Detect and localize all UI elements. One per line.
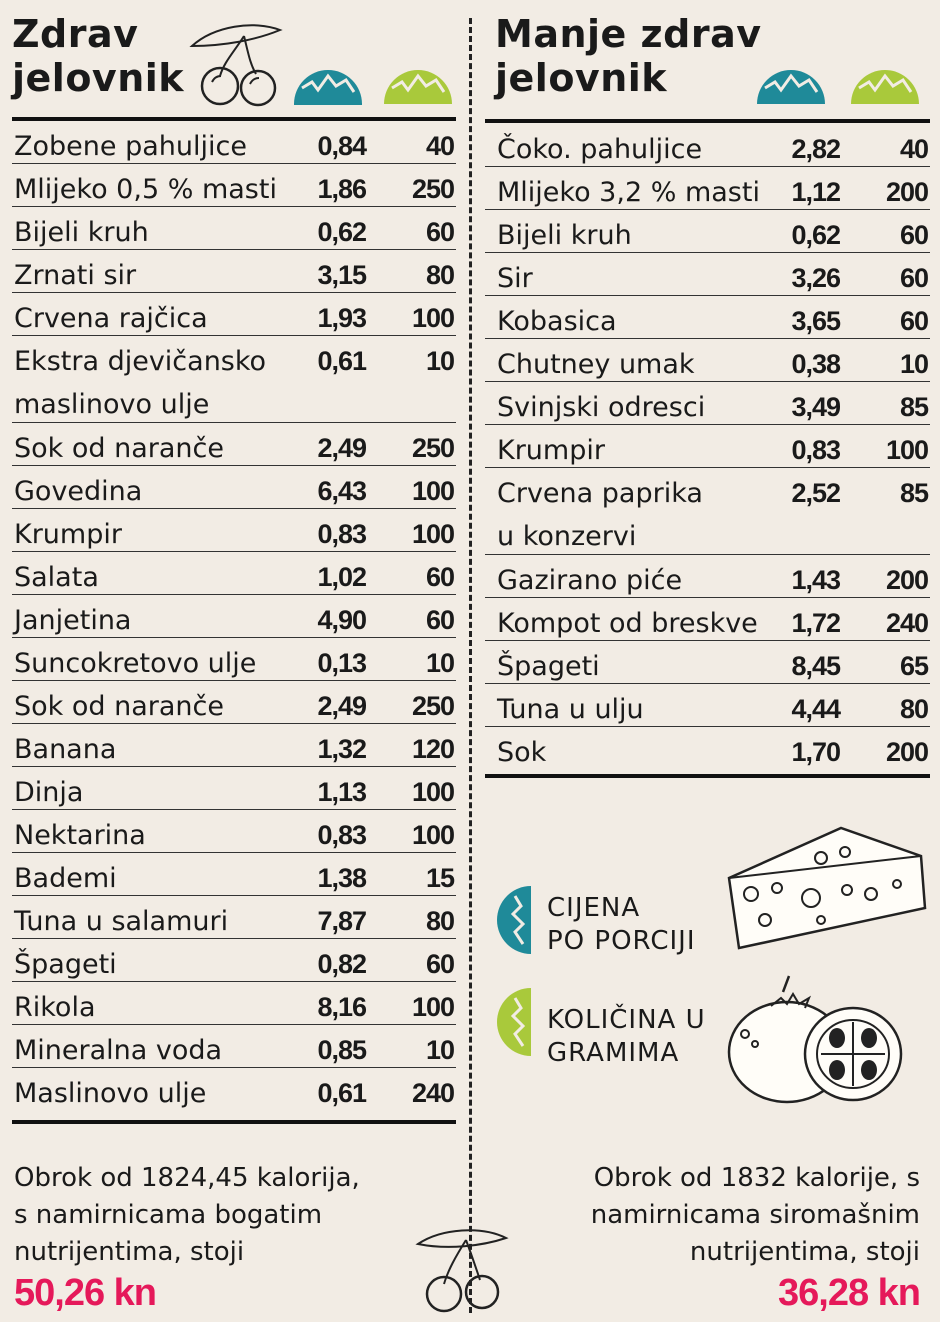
table-row: Mlijeko 0,5 % masti 1,86 250 [12,164,456,207]
table-row: Zrnati sir 3,15 80 [12,250,456,293]
column-divider [469,18,472,1313]
table-row: Tuna u ulju 4,44 80 [485,684,930,727]
table-row: Kompot od breskve 1,72 240 [485,598,930,641]
table-row: Crvena paprika u konzervi 2,52 85 [485,468,930,555]
weight-icon [851,70,919,104]
price-icon [294,70,362,105]
table-row: Sok od naranče 2,49 250 [12,681,456,724]
table-row: Mlijeko 3,2 % masti 1,12 200 [485,167,930,210]
table-bottom-rule [485,774,930,778]
table-row: Chutney umak 0,38 10 [485,339,930,382]
table-row: Gazirano piće 1,43 200 [485,555,930,598]
tomato-icon [727,975,903,1104]
table-row: Krumpir 0,83 100 [12,509,456,552]
price-icon [757,70,825,104]
table-row: Krumpir 0,83 100 [485,425,930,468]
cheese-icon [727,826,927,950]
table-row: Svinjski odresci 3,49 85 [485,382,930,425]
table-row: Rikola 8,16 100 [12,982,456,1025]
table-row: Crvena rajčica 1,93 100 [12,293,456,336]
quantity-legend-icon [497,988,531,1056]
table-row: Špageti 0,82 60 [12,939,456,982]
table-row: Salata 1,02 60 [12,552,456,595]
table-row: Čoko. pahuljice 2,82 40 [485,124,930,167]
table-row: Kobasica 3,65 60 [485,296,930,339]
healthy-summary: Obrok od 1824,45 kalorija, s namirnicama… [14,1163,360,1314]
quantity-legend: KOLIČINA U GRAMIMA [547,1005,706,1068]
table-row: Bademi 1,38 15 [12,853,456,896]
table-row: Sir 3,26 60 [485,253,930,296]
healthy-menu-title: Zdrav jelovnik [12,12,185,100]
less-healthy-summary: Obrok od 1832 kalorije, s namirnicama si… [590,1163,921,1314]
price-legend-icon [497,886,531,954]
less-healthy-total: 36,28 kn [778,1272,921,1314]
table-row: Dinja 1,13 100 [12,767,456,810]
less-healthy-table: Čoko. pahuljice 2,82 40 Mlijeko 3,2 % mast… [485,124,930,769]
price-legend: CIJENA PO PORCIJI [547,893,696,956]
table-row: Bijeli kruh 0,62 60 [485,210,930,253]
table-row: Zobene pahuljice 0,84 40 [12,121,456,164]
table-row: Nektarina 0,83 100 [12,810,456,853]
table-row: Sok 1,70 200 [497,737,929,768]
table-top-rule [485,119,930,123]
table-row: Banana 1,32 120 [12,724,456,767]
table-row: Tuna u salamuri 7,87 80 [12,896,456,939]
healthy-table: Zobene pahuljice 0,84 40 Mlijeko 0,5 % mas… [12,121,456,1110]
weight-icon [384,70,452,104]
table-row: Špageti 8,45 65 [485,641,930,684]
less-healthy-menu-title: Manje zdrav jelovnik [495,12,762,100]
table-row: Ekstra djevičansko maslinovo ulje 0,61 10 [12,336,456,423]
cherries-icon [415,1229,509,1313]
table-row: Bijeli kruh 0,62 60 [12,207,456,250]
table-row: Govedina 6,43 100 [12,466,456,509]
table-row: Sok od naranče 2,49 250 [12,423,456,466]
table-row: Maslinovo ulje 0,61 240 [14,1078,455,1109]
table-row: Suncokretovo ulje 0,13 10 [12,638,456,681]
table-bottom-rule [12,1120,456,1124]
cherries-icon [189,24,283,107]
table-row: Janjetina 4,90 60 [12,595,456,638]
healthy-total: 50,26 kn [14,1272,157,1314]
table-top-rule [12,117,456,121]
table-row: Mineralna voda 0,85 10 [12,1025,456,1068]
